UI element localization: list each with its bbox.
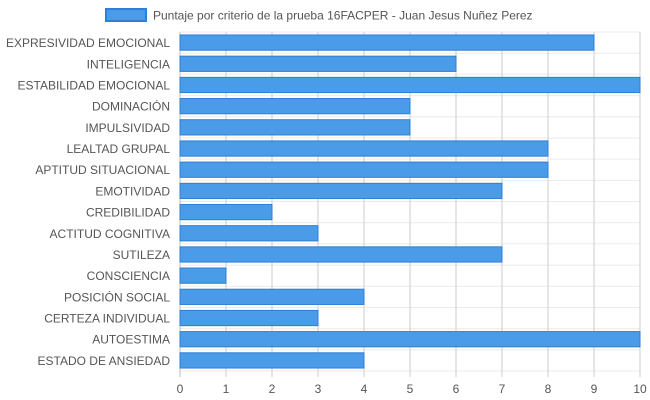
- x-tick-label: 3: [315, 382, 322, 396]
- category-label: AUTOESTIMA: [92, 333, 170, 347]
- category-label: CONSCIENCIA: [87, 269, 170, 283]
- category-label: SUTILEZA: [113, 248, 170, 262]
- bar[interactable]: [179, 309, 319, 327]
- bar[interactable]: [179, 161, 549, 178]
- bar[interactable]: [179, 352, 365, 369]
- x-tick-labels: 0 1 2 3 4 5 6 7 8 9 10: [177, 382, 647, 396]
- category-label: EMOTIVIDAD: [95, 184, 170, 198]
- category-labels: EXPRESIVIDAD EMOCIONAL INTELIGENCIA ESTABI…: [6, 36, 170, 368]
- legend[interactable]: Puntaje por criterio de la prueba 16FACP…: [105, 8, 533, 23]
- category-label: ESTABILIDAD EMOCIONAL: [18, 78, 171, 92]
- x-tick-label: 8: [545, 382, 552, 396]
- bar[interactable]: [179, 76, 641, 94]
- category-label: POSICIÓN SOCIAL: [64, 289, 170, 304]
- x-tick-label: 1: [223, 382, 230, 396]
- category-label: CERTEZA INDIVIDUAL: [44, 312, 170, 326]
- bar[interactable]: [179, 182, 503, 200]
- x-tick-label: 2: [269, 382, 276, 396]
- bar[interactable]: [179, 140, 549, 157]
- bar[interactable]: [179, 267, 227, 284]
- category-label: APTITUD SITUACIONAL: [35, 163, 170, 177]
- category-label: EXPRESIVIDAD EMOCIONAL: [6, 36, 170, 50]
- bar[interactable]: [179, 288, 365, 305]
- category-label: DOMINACIÓN: [92, 99, 170, 114]
- category-label: CREDIBILIDAD: [86, 206, 170, 220]
- x-tick-label: 0: [177, 382, 184, 396]
- bar[interactable]: [179, 225, 319, 242]
- x-tick-label: 4: [361, 382, 368, 396]
- x-tick-label: 10: [633, 382, 647, 396]
- x-tick-label: 5: [407, 382, 414, 396]
- legend-label[interactable]: Puntaje por criterio de la prueba 16FACP…: [153, 9, 533, 23]
- category-label: IMPULSIVIDAD: [85, 121, 170, 135]
- category-label: LEALTAD GRUPAL: [67, 142, 171, 156]
- category-label: ESTADO DE ANSIEDAD: [38, 354, 171, 368]
- bar[interactable]: [179, 55, 457, 72]
- bar[interactable]: [179, 34, 595, 51]
- bar[interactable]: [179, 331, 641, 348]
- bars: [179, 34, 641, 369]
- category-label: ACTITUD COGNITIVA: [50, 227, 170, 241]
- x-tick-label: 6: [453, 382, 460, 396]
- x-tick-label: 7: [499, 382, 506, 396]
- category-label: INTELIGENCIA: [87, 57, 170, 71]
- legend-swatch[interactable]: [105, 8, 147, 22]
- x-tick-label: 9: [591, 382, 598, 396]
- bar[interactable]: [179, 119, 411, 136]
- bar[interactable]: [179, 98, 411, 115]
- bar[interactable]: [179, 246, 503, 263]
- bar[interactable]: [179, 203, 273, 221]
